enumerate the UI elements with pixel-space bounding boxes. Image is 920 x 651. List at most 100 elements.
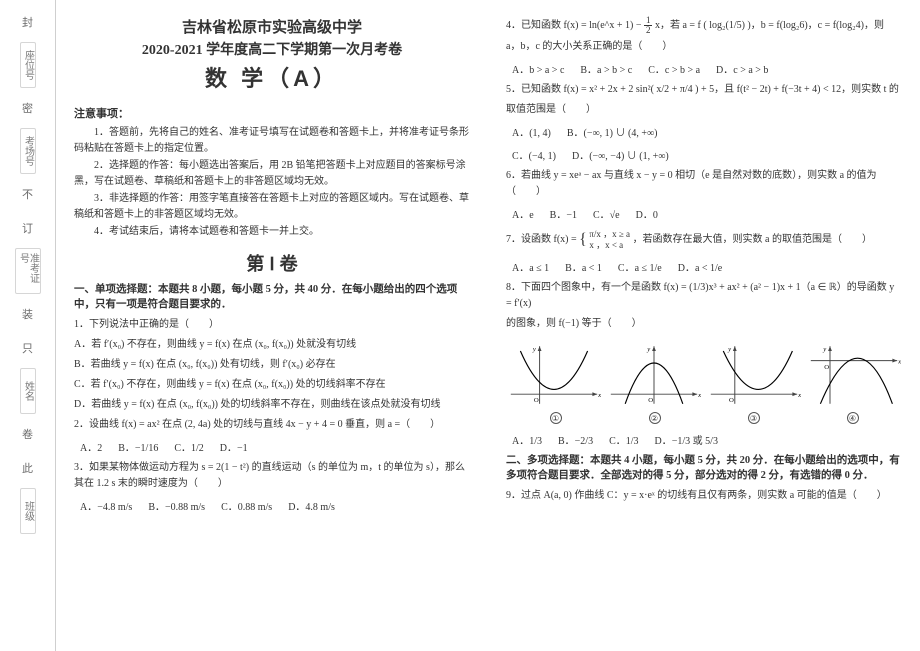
graph-1: x y O xyxy=(506,340,602,410)
notice-item: 3．非选择题的作答：用签字笔直接答在答题卡上对应的答题区域内。写在试题卷、草稿纸… xyxy=(74,191,470,222)
q5-opt: A．(1, 4) xyxy=(512,124,551,139)
q5-opts: A．(1, 4) B．(−∞, 1) ∪ (4, +∞) C．(−4, 1) D… xyxy=(512,124,902,162)
q1-opt-d: D．若曲线 y = f(x) 在点 (x₀, f(x₀)) 处的切线斜率不存在，… xyxy=(74,397,470,413)
notice-title: 注意事项： xyxy=(74,105,470,121)
svg-text:O: O xyxy=(648,396,653,403)
q7-stem-b: ，若函数存在最大值，则实数 a 的取值范围是（ ） xyxy=(633,234,872,245)
binding-field-seat: 座位号 xyxy=(20,42,36,88)
q7-opt: D．a < 1/e xyxy=(678,259,723,274)
q2-opt: D．−1 xyxy=(220,439,248,454)
q4-stem-a: 4．已知函数 f(x) = ln(e^x + 1) − xyxy=(506,20,641,31)
q1-opt-a: A．若 f′(x₀) 不存在，则曲线 y = f(x) 在点 (x₀, f(x₀… xyxy=(74,337,470,353)
notice-item: 2．选择题的作答：每小题选出答案后，用 2B 铅笔把答题卡上对应题目的答案标号涂… xyxy=(74,158,470,189)
q1-opt-b: B．若曲线 y = f(x) 在点 (x₀, f(x₀)) 处有切线，则 f′(… xyxy=(74,357,470,373)
binding-field-room: 考场号 xyxy=(20,128,36,174)
svg-text:O: O xyxy=(824,364,829,371)
binding-char: 不 xyxy=(22,186,33,202)
q4-stem-b: x，若 a = f ( log₂(1/5) )，b = f(log₂6)，c =… xyxy=(655,20,884,31)
q6-opt: A．e xyxy=(512,206,534,221)
q1-opt-c: C．若 f′(x₀) 不存在，则曲线 y = f(x) 在点 (x₀, f(x₀… xyxy=(74,377,470,393)
term-line: 2020-2021 学年度高二下学期第一次月考卷 xyxy=(74,39,470,59)
binding-char: 密 xyxy=(22,100,33,116)
section2-head: 二、多项选择题：本题共 4 小题，每小题 5 分，共 20 分．在每小题给出的选… xyxy=(506,453,902,485)
q8-stem: 8．下面四个图象中，有一个是函数 f(x) = (1/3)x³ + ax² + … xyxy=(506,280,902,312)
school-name: 吉林省松原市实验高级中学 xyxy=(74,16,470,37)
graph-label: ① xyxy=(550,412,562,424)
q7-opt: B．a < 1 xyxy=(565,259,602,274)
subject-title: 数 学（A） xyxy=(74,61,470,93)
q4-opt: A．b > a > c xyxy=(512,61,564,76)
binding-field-exam-id: 准考证号 xyxy=(15,248,41,294)
q3-opt: C．0.88 m/s xyxy=(221,498,272,513)
q7-stem: 7．设函数 f(x) = { π/x ，x ≥ a x ，x < a ，若函数存… xyxy=(506,227,902,253)
svg-text:y: y xyxy=(532,346,536,353)
binding-field-name: 姓名 xyxy=(20,368,36,414)
q4-opts: A．b > a > c B．a > b > c C．c > b > a D．c … xyxy=(512,61,902,76)
notice-block: 1．答题前，先将自己的姓名、准考证号填写在试题卷和答题卡上，并将准考证号条形码粘… xyxy=(74,125,470,242)
page-right: 4．已知函数 f(x) = ln(e^x + 1) − 12 x，若 a = f… xyxy=(488,0,920,651)
q3-opt: A．−4.8 m/s xyxy=(80,498,132,513)
svg-text:y: y xyxy=(822,346,826,353)
q7-opt: C．a ≤ 1/e xyxy=(618,259,662,274)
q8-graphs: x y O x y O xyxy=(506,340,902,410)
graph-label: ② xyxy=(649,412,661,424)
q3-opt: D．4.8 m/s xyxy=(288,498,335,513)
binding-field-class: 班级 xyxy=(20,488,36,534)
svg-text:x: x xyxy=(797,392,801,399)
q7-opt: A．a ≤ 1 xyxy=(512,259,549,274)
graph-3: x y O xyxy=(706,340,802,410)
q8-stem2: 的图象，则 f(−1) 等于（ ） xyxy=(506,316,902,332)
q4-opt: B．a > b > c xyxy=(580,61,632,76)
q2-stem: 2．设曲线 f(x) = ax² 在点 (2, 4a) 处的切线与直线 4x −… xyxy=(74,417,470,433)
q8-opt: C．1/3 xyxy=(609,432,638,447)
graph-4: x y O xyxy=(806,340,902,410)
notice-item: 4．考试结束后，请将本试题卷和答题卡一并上交。 xyxy=(74,224,470,240)
q4-stem-c: a，b，c 的大小关系正确的是（ ） xyxy=(506,39,902,55)
binding-char: 此 xyxy=(22,460,33,476)
q8-opt: B．−2/3 xyxy=(558,432,593,447)
q9-stem: 9．过点 A(a, 0) 作曲线 C：y = x·eˣ 的切线有且仅有两条，则实… xyxy=(506,488,902,504)
svg-text:x: x xyxy=(897,358,901,365)
q6-opt: D．0 xyxy=(636,206,658,221)
q4-opt: D．c > a > b xyxy=(716,61,768,76)
svg-text:x: x xyxy=(597,392,601,399)
pages: 吉林省松原市实验高级中学 2020-2021 学年度高二下学期第一次月考卷 数 … xyxy=(56,0,920,651)
q8-opt: D．−1/3 或 5/3 xyxy=(655,432,718,447)
q5-stem2: 取值范围是（ ） xyxy=(506,102,902,118)
q7-piecewise-top: π/x ，x ≥ a xyxy=(589,229,630,240)
notice-item: 1．答题前，先将自己的姓名、准考证号填写在试题卷和答题卡上，并将准考证号条形码粘… xyxy=(74,125,470,156)
q2-opt: C．1/2 xyxy=(174,439,203,454)
svg-text:y: y xyxy=(727,346,731,353)
graph-label: ③ xyxy=(748,412,760,424)
binding-char: 订 xyxy=(22,220,33,236)
svg-text:O: O xyxy=(729,396,734,403)
q5-opt: B．(−∞, 1) ∪ (4, +∞) xyxy=(567,124,658,139)
svg-text:x: x xyxy=(697,392,701,399)
q6-opt: B．−1 xyxy=(550,206,577,221)
q5-opt: D．(−∞, −4) ∪ (1, +∞) xyxy=(572,147,669,162)
q6-opt: C．√e xyxy=(593,206,620,221)
q3-stem: 3．如果某物体做运动方程为 s = 2(1 − t²) 的直线运动（s 的单位为… xyxy=(74,460,470,492)
q8-opts: A．1/3 B．−2/3 C．1/3 D．−1/3 或 5/3 xyxy=(512,432,902,447)
q2-opt: B．−1/16 xyxy=(118,439,158,454)
q2-opts: A．2 B．−1/16 C．1/2 D．−1 xyxy=(80,439,470,454)
binding-char: 封 xyxy=(22,14,33,30)
q4-opt: C．c > b > a xyxy=(648,61,700,76)
q1-stem: 1．下列说法中正确的是（ ） xyxy=(74,317,470,333)
svg-text:O: O xyxy=(534,396,539,403)
page-left: 吉林省松原市实验高级中学 2020-2021 学年度高二下学期第一次月考卷 数 … xyxy=(56,0,488,651)
q8-graph-labels: ① ② ③ ④ xyxy=(506,412,902,424)
juan-title: 第 Ⅰ 卷 xyxy=(74,250,470,276)
binding-char: 只 xyxy=(22,340,33,356)
fraction-half: 12 xyxy=(644,16,653,35)
q8-opt: A．1/3 xyxy=(512,432,542,447)
q7-opts: A．a ≤ 1 B．a < 1 C．a ≤ 1/e D．a < 1/e xyxy=(512,259,902,274)
q6-opts: A．e B．−1 C．√e D．0 xyxy=(512,206,902,221)
q6-stem: 6．若曲线 y = xeᵃ − ax 与直线 x − y = 0 相切（e 是自… xyxy=(506,168,902,200)
q7-stem-a: 7．设函数 f(x) = xyxy=(506,234,579,245)
binding-char: 装 xyxy=(22,306,33,322)
svg-text:y: y xyxy=(646,346,650,353)
q3-opt: B．−0.88 m/s xyxy=(148,498,205,513)
q5-opt: C．(−4, 1) xyxy=(512,147,556,162)
graph-label: ④ xyxy=(847,412,859,424)
